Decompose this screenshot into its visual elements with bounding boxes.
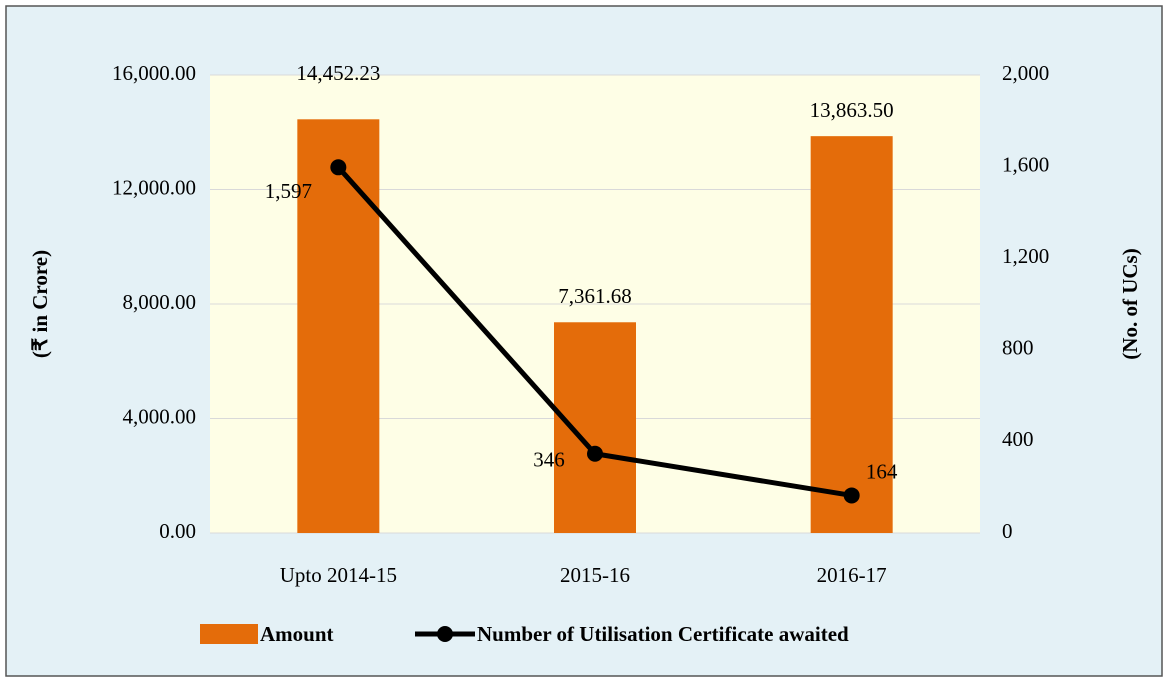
y-tick-label: 16,000.00: [112, 61, 196, 85]
y2-tick-label: 1,600: [1002, 152, 1049, 176]
data-label: 1,597: [265, 179, 312, 203]
y2-tick-label: 400: [1002, 427, 1034, 451]
legend-label: Number of Utilisation Certificate awaite…: [477, 622, 849, 646]
y-tick-label: 0.00: [159, 519, 196, 543]
y2-tick-label: 1,200: [1002, 244, 1049, 268]
legend-label: Amount: [260, 622, 334, 646]
legend-swatch: [200, 624, 258, 644]
x-tick-label: Upto 2014-15: [280, 563, 397, 587]
bar: [554, 322, 636, 533]
line-marker: [587, 445, 603, 462]
line-marker: [330, 159, 347, 176]
y-tick-label: 12,000.00: [112, 175, 196, 199]
bar: [297, 119, 380, 533]
y2-tick-label: 0: [1002, 519, 1013, 543]
legend-marker: [437, 626, 453, 642]
y-tick-label: 4,000.00: [123, 404, 197, 428]
x-tick-label: 2015-16: [560, 563, 630, 587]
y2-tick-label: 800: [1002, 336, 1034, 360]
data-label: 164: [866, 459, 898, 483]
bar: [810, 136, 893, 533]
data-label: 7,361.68: [558, 284, 632, 308]
data-label: 346: [533, 448, 565, 472]
y2-tick-label: 2,000: [1002, 61, 1049, 85]
data-label: 14,452.23: [296, 61, 380, 85]
x-tick-label: 2016-17: [817, 563, 887, 587]
y2-axis-label: (No. of UCs): [1118, 248, 1142, 359]
data-label: 13,863.50: [810, 98, 894, 122]
y-axis-label: (₹ in Crore): [28, 250, 52, 358]
y-tick-label: 8,000.00: [123, 290, 197, 314]
line-marker: [843, 487, 860, 504]
